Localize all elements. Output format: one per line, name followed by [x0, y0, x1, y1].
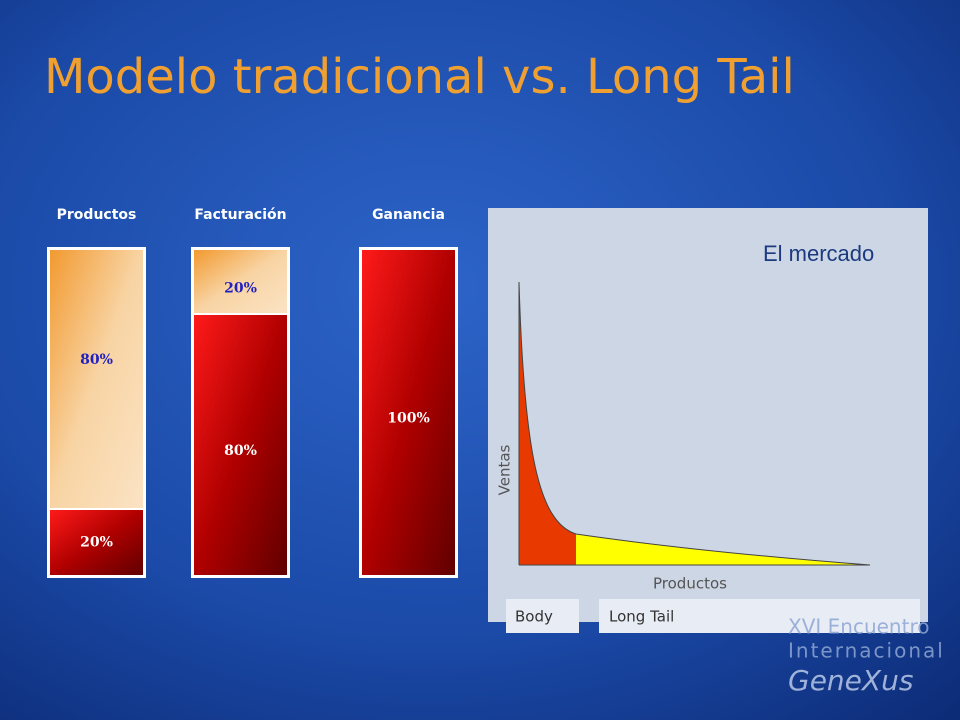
tail-label: Long Tail: [609, 608, 674, 626]
body-box: [506, 599, 579, 633]
segment-label: 20%: [224, 281, 257, 297]
tail-box: [599, 599, 920, 633]
logo-brand: GeneXus: [788, 664, 913, 697]
bar-segment: [362, 250, 455, 575]
bar-segment: [194, 250, 287, 313]
body-area: [519, 282, 576, 565]
segment-label: 100%: [387, 411, 430, 427]
slide-title: Modelo tradicional vs. Long Tail: [44, 49, 795, 105]
logo-line2: Internacional: [788, 639, 945, 663]
x-label: Productos: [653, 575, 727, 593]
logo: XVI Encuentro Internacional GeneXus: [788, 615, 945, 698]
bar-segment: [50, 510, 143, 575]
bar-segment: [194, 315, 287, 575]
y-label: Ventas: [496, 444, 514, 495]
body-label: Body: [515, 608, 553, 626]
bar-label: Productos: [57, 207, 137, 223]
logo-line1: XVI Encuentro: [788, 615, 929, 639]
market-panel: El mercado Ventas Productos Body Long Ta…: [488, 208, 928, 633]
segment-label: 80%: [80, 352, 113, 368]
bar-label: Ganancia: [372, 207, 445, 223]
segment-label: 80%: [224, 443, 257, 459]
curve: [518, 281, 871, 566]
segment-label: 20%: [80, 535, 113, 551]
bar-label: Facturación: [194, 207, 286, 223]
bar-segment: [50, 250, 143, 508]
market-title: El mercado: [763, 241, 874, 266]
tail-area: [576, 534, 870, 565]
